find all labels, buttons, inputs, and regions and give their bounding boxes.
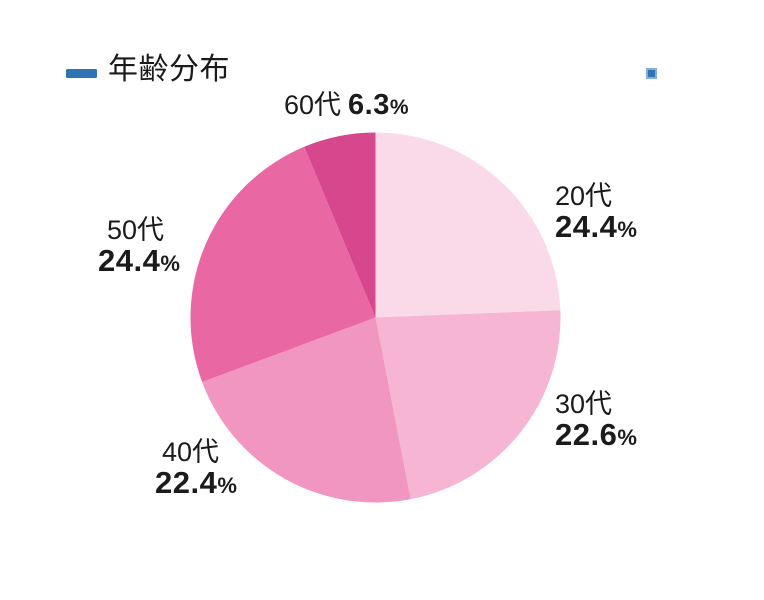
pie-slice-60代 — [304, 132, 376, 318]
pie-label-30s: 30代 22.6% — [555, 390, 637, 454]
pie-label-60s: 60代 6.3% — [284, 90, 409, 123]
pie-label-50s-name: 50代 — [107, 215, 165, 245]
pie-label-40s: 40代 22.4% — [155, 438, 237, 502]
pie-slice-30代 — [375, 310, 561, 500]
pie-label-40s-value: 22.4 — [155, 465, 218, 500]
pie-slice-20代 — [375, 132, 561, 318]
pie-label-60s-unit: % — [389, 96, 409, 119]
corner-accent-square — [646, 68, 657, 79]
pie-label-50s-value: 24.4 — [98, 243, 161, 278]
pie-label-40s-unit: % — [217, 473, 237, 498]
pie-label-60s-name: 60代 — [284, 90, 342, 120]
pie-label-60s-value: 6.3 — [348, 89, 390, 121]
pie-label-30s-name: 30代 — [555, 389, 613, 419]
pie-label-30s-unit: % — [617, 425, 637, 450]
pie-slice-40代 — [202, 317, 411, 503]
pie-label-20s-value: 24.4 — [555, 209, 618, 244]
pie-label-50s-unit: % — [160, 251, 180, 276]
pie-label-20s-name: 20代 — [555, 181, 613, 211]
pie-label-50s: 50代 24.4% — [98, 216, 180, 280]
pie-slice-50代 — [190, 146, 376, 383]
title-accent-dash — [66, 69, 97, 78]
pie-label-20s-unit: % — [617, 217, 637, 242]
pie-label-20s: 20代 24.4% — [555, 182, 637, 246]
pie-label-40s-name: 40代 — [162, 437, 220, 467]
pie-label-30s-value: 22.6 — [555, 417, 618, 452]
page-title: 年齢分布 — [108, 53, 230, 86]
